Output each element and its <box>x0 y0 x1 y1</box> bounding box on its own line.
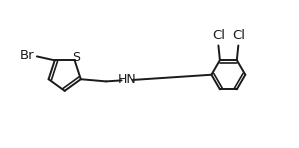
Text: Cl: Cl <box>232 29 245 42</box>
Text: S: S <box>72 51 80 64</box>
Text: Br: Br <box>19 49 34 62</box>
Text: HN: HN <box>118 73 137 86</box>
Text: Cl: Cl <box>212 29 225 42</box>
